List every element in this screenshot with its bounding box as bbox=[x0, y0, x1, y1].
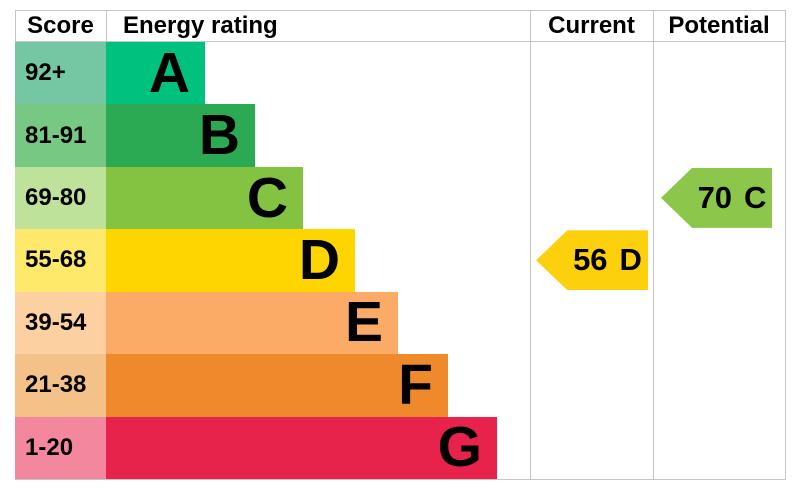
table-border-top bbox=[15, 10, 785, 11]
score-column-header: Score bbox=[27, 12, 94, 39]
rating-bar: D bbox=[106, 227, 355, 292]
potential-column-header: Potential bbox=[668, 12, 770, 39]
table-border-right bbox=[785, 10, 786, 480]
rating-band-letter: E bbox=[344, 290, 383, 355]
rating-band-letter: A bbox=[148, 40, 190, 105]
rating-bar: C bbox=[106, 165, 303, 230]
rating-bar: B bbox=[106, 103, 255, 168]
rating-bar: E bbox=[106, 290, 398, 355]
score-range-cell: 55-68 bbox=[15, 229, 106, 292]
score-range-cell: 81-91 bbox=[15, 104, 106, 167]
rating-row-b: 81-91 B bbox=[0, 103, 795, 168]
rating-row-g: 1-20 G bbox=[0, 415, 795, 480]
rating-row-d: 55-68 D bbox=[0, 227, 795, 292]
rating-band-letter: B bbox=[198, 103, 240, 168]
rating-bar: G bbox=[106, 415, 497, 480]
rating-band-letter: D bbox=[298, 227, 340, 292]
header-divider-line bbox=[15, 41, 785, 42]
rating-bar: A bbox=[106, 40, 205, 105]
score-column-divider bbox=[106, 10, 107, 41]
current-rating-band: D bbox=[619, 242, 642, 278]
rating-row-c: 69-80 C bbox=[0, 165, 795, 230]
score-range-cell: 39-54 bbox=[15, 291, 106, 355]
rating-band-letter: F bbox=[398, 352, 433, 417]
rating-row-f: 21-38 F bbox=[0, 352, 795, 417]
score-range-cell: 1-20 bbox=[15, 416, 106, 479]
rating-band-letter: C bbox=[246, 165, 288, 230]
score-range-cell: 21-38 bbox=[15, 354, 106, 417]
current-column-divider bbox=[530, 10, 531, 480]
potential-rating-value: 70 bbox=[697, 179, 733, 215]
energy-rating-column-header: Energy rating bbox=[123, 12, 278, 39]
rating-band-letter: G bbox=[437, 415, 482, 480]
score-range-cell: 69-80 bbox=[15, 166, 106, 230]
current-column-header: Current bbox=[548, 12, 635, 39]
current-rating-value: 56 bbox=[573, 242, 608, 278]
rating-bar: F bbox=[106, 352, 448, 417]
potential-column-divider bbox=[653, 10, 654, 480]
score-range-cell: 92+ bbox=[15, 42, 106, 105]
table-border-bottom bbox=[15, 479, 785, 480]
rating-row-a: 92+ A bbox=[0, 40, 795, 105]
rating-row-e: 39-54 E bbox=[0, 290, 795, 355]
potential-rating-band: C bbox=[744, 179, 767, 215]
